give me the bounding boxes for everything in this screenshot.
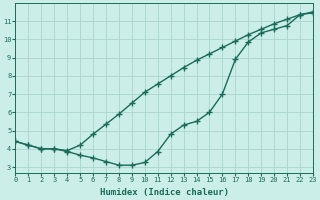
- X-axis label: Humidex (Indice chaleur): Humidex (Indice chaleur): [100, 188, 229, 197]
